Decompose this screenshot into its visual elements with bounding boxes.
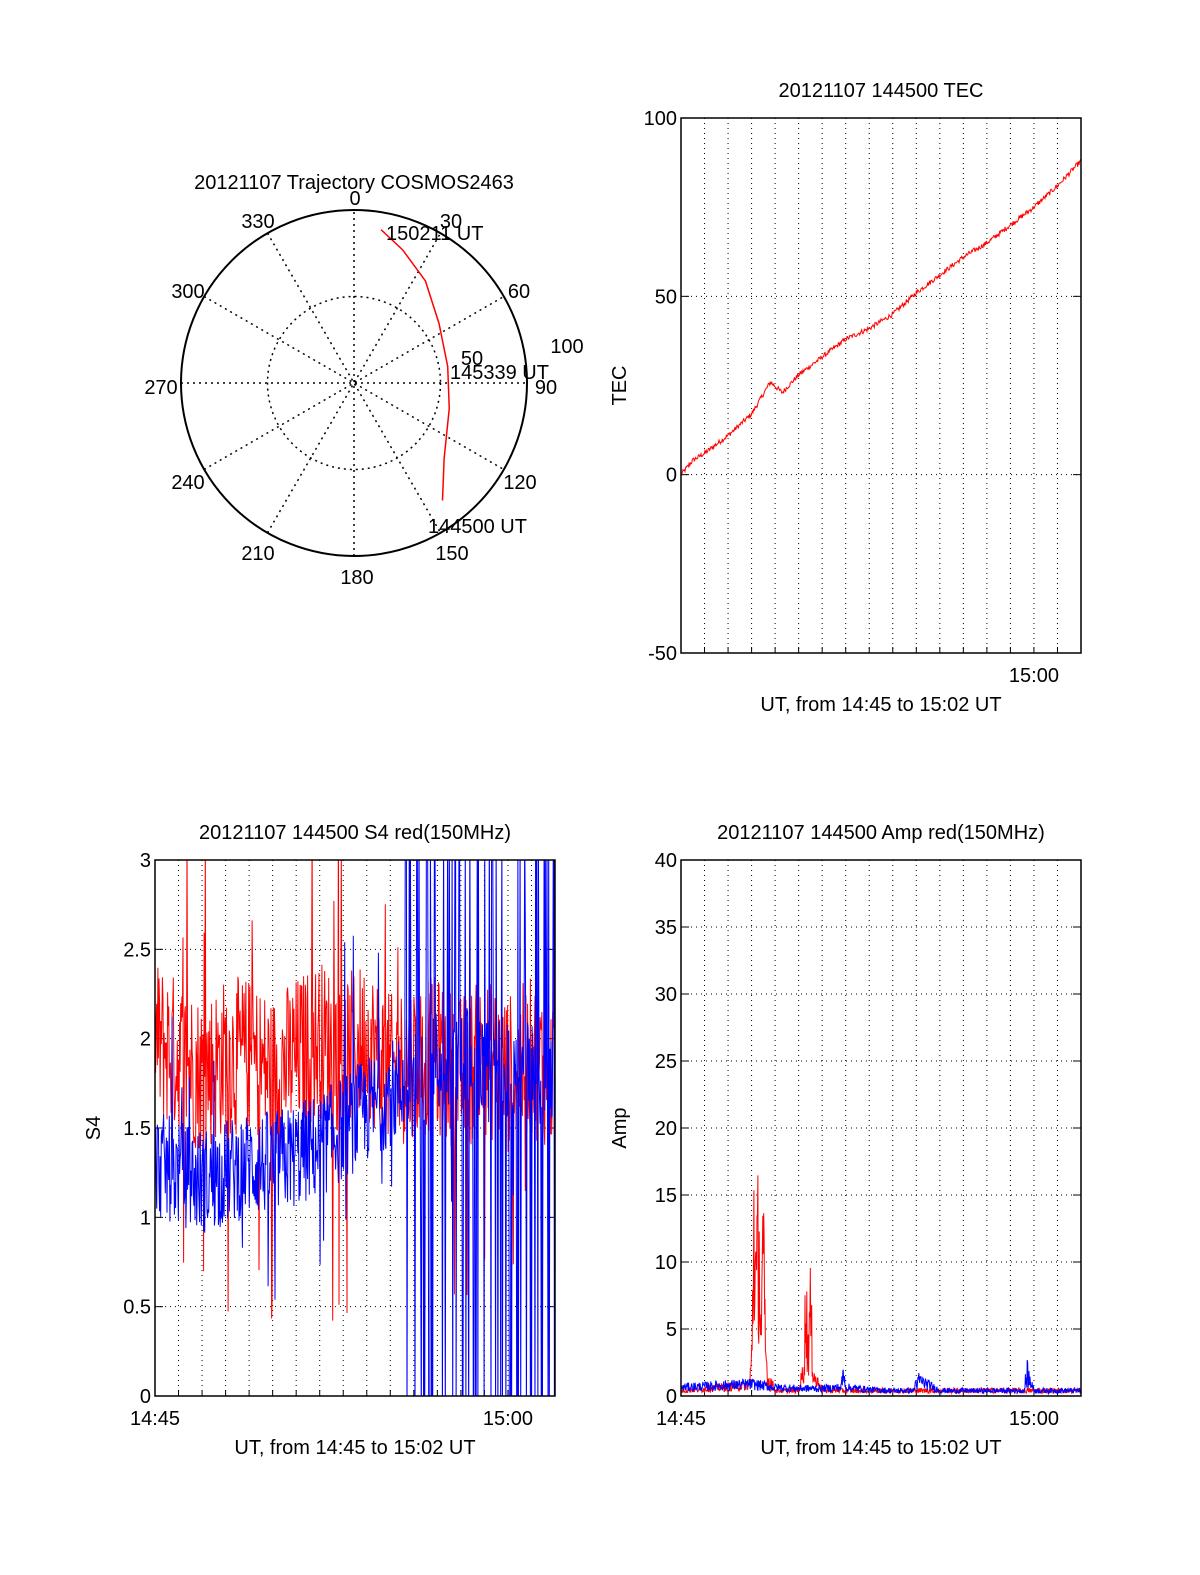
y-tick-label: 3	[140, 850, 151, 872]
x-tick-label: 15:00	[483, 1408, 533, 1430]
y-tick-label: 0	[666, 1386, 677, 1408]
azimuth-label: 30	[440, 211, 462, 233]
grid-spoke	[203, 295, 505, 471]
azimuth-label: 210	[241, 543, 274, 565]
x-tick-label: 14:45	[656, 1408, 706, 1430]
grid-spoke	[203, 295, 505, 471]
y-tick-label: 0	[666, 465, 677, 487]
grid-spoke	[266, 232, 442, 534]
outer-circle	[180, 209, 528, 557]
y-tick-label: 5	[666, 1319, 677, 1341]
chart-title: 20121107 144500 Amp red(150MHz)	[717, 822, 1045, 844]
y-tick-label: 100	[644, 108, 677, 130]
y-tick-label: 1.5	[123, 1118, 151, 1140]
y-tick-label: 50	[655, 286, 677, 308]
series-line-0	[681, 158, 1081, 476]
y-tick-label: 10	[655, 1252, 677, 1274]
azimuth-label: 60	[508, 281, 530, 303]
azimuth-label: 120	[503, 472, 536, 494]
line-chart-1: 20121107 144500 TEC -50 0 50 100 15:00 UT, fro…	[609, 80, 1082, 716]
y-tick-label: 0.5	[123, 1297, 151, 1319]
x-tick-label: 14:45	[130, 1408, 180, 1430]
x-axis-label: UT, from 14:45 to 15:02 UT	[760, 694, 1001, 716]
y-axis-label: Amp	[609, 1107, 631, 1148]
azimuth-label: 300	[171, 281, 204, 303]
y-axis-label: TEC	[609, 366, 631, 406]
y-tick-label: 20	[655, 1118, 677, 1140]
line-chart-2: 20121107 144500 S4 red(150MHz) 0 0.5 1 1.5 2 2…	[83, 822, 556, 1459]
y-tick-label: 2.5	[123, 939, 151, 961]
trajectory-annotation: 150211 UT	[386, 223, 483, 245]
trajectory-annotation: 145339 UT	[450, 362, 549, 384]
x-axis-label: UT, from 14:45 to 15:02 UT	[234, 1437, 475, 1459]
series-line-1	[155, 860, 555, 1396]
x-axis-label: UT, from 14:45 to 15:02 UT	[760, 1437, 1001, 1459]
series-line-0	[681, 1175, 1081, 1396]
chart-title: 20121107 144500 S4 red(150MHz)	[199, 822, 511, 844]
plot-frame	[680, 117, 1082, 654]
y-tick-label: 30	[655, 984, 677, 1006]
azimuth-label: 330	[241, 211, 274, 233]
radius-label: 100	[550, 336, 583, 358]
x-tick-label: 15:00	[1009, 665, 1059, 687]
y-tick-label: 15	[655, 1185, 677, 1207]
plot-frame	[680, 859, 1082, 1397]
y-tick-label: 40	[655, 850, 677, 872]
azimuth-label: 240	[171, 472, 204, 494]
chart-title: 20121107 144500 TEC	[779, 80, 984, 102]
plot-frame	[154, 859, 556, 1397]
azimuth-label: 150	[435, 543, 468, 565]
y-axis-label: S4	[83, 1116, 105, 1140]
azimuth-label: 0	[349, 188, 360, 210]
y-tick-label: -50	[648, 643, 677, 665]
azimuth-label: 180	[340, 567, 373, 589]
azimuth-label: 270	[144, 377, 177, 399]
y-tick-label: 2	[140, 1029, 151, 1051]
y-tick-label: 1	[140, 1207, 151, 1229]
y-tick-label: 0	[140, 1386, 151, 1408]
grid-spoke	[266, 232, 442, 534]
y-tick-label: 25	[655, 1051, 677, 1073]
chart-title: 20121107 Trajectory COSMOS2463	[194, 172, 514, 194]
trajectory-line	[380, 229, 451, 501]
radius-label: 50	[461, 348, 483, 370]
line-chart-3: 20121107 144500 Amp red(150MHz) 0 5 10 15 20 2…	[609, 822, 1082, 1459]
y-tick-label: 35	[655, 917, 677, 939]
trajectory-annotation: 144500 UT	[428, 516, 527, 538]
grid-circle-50	[266, 295, 442, 471]
series-line-1	[681, 1359, 1081, 1395]
azimuth-label: 90	[535, 377, 557, 399]
x-tick-label: 15:00	[1009, 1408, 1059, 1430]
